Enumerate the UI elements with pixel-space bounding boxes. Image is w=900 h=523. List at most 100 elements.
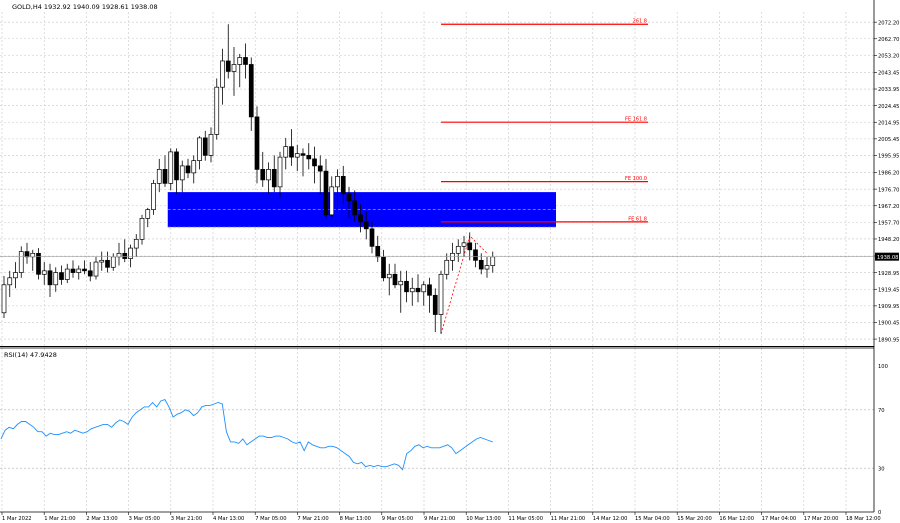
candle: [133, 234, 139, 257]
candle: [53, 267, 59, 292]
time-tick-label: 1 Mar 21:00: [44, 516, 75, 522]
candle-body: [306, 155, 312, 160]
candle: [444, 253, 450, 280]
candle-body: [76, 268, 82, 273]
candle: [277, 151, 283, 198]
candle-body: [197, 137, 202, 161]
candle: [340, 165, 346, 205]
candle-body: [381, 256, 386, 279]
time-tick-label: 1 Mar 2022: [2, 516, 32, 522]
candle: [421, 281, 427, 306]
price-tick-label: 2005.45: [878, 137, 899, 143]
candle-body: [47, 270, 53, 286]
candle-body: [473, 249, 478, 261]
candle-body: [467, 242, 473, 251]
price-tick-label: 2033.95: [878, 87, 899, 93]
candle-body: [248, 64, 254, 118]
price-tick-label: 2053.20: [878, 54, 899, 60]
rsi-line: [0, 399, 493, 471]
candle-body: [260, 169, 266, 181]
time-tick-label: 3 Mar 21:00: [171, 516, 202, 522]
candle-body: [162, 169, 168, 184]
price-tick-label: 1900.45: [878, 321, 899, 327]
time-tick-label: 9 Mar 05:00: [382, 516, 413, 522]
candle: [254, 106, 260, 184]
current-price-tag: [875, 252, 899, 261]
candle-body: [208, 134, 214, 156]
candle-body: [352, 200, 358, 216]
candle: [139, 214, 145, 245]
candle-body: [133, 238, 139, 249]
candle-body: [409, 287, 415, 293]
chart-title: GOLD,H4 1932.92 1940.09 1928.61 1938.08: [12, 3, 158, 11]
candle-body: [116, 252, 122, 258]
time-tick-label: 2 Mar 13:00: [86, 516, 117, 522]
price-tick-label: 1948.20: [878, 237, 899, 243]
candle: [185, 158, 191, 179]
candle: [317, 155, 323, 194]
candle-body: [340, 176, 346, 195]
candle-body: [59, 272, 64, 280]
current-price-label: 1938.08: [877, 255, 898, 261]
candle: [145, 207, 151, 228]
candle-body: [82, 268, 87, 272]
candle: [427, 277, 432, 313]
candle-body: [24, 251, 30, 258]
candle-body: [243, 57, 248, 65]
rsi-panel: 100 70 30 0: [0, 364, 888, 516]
time-tick-label: 15 Mar 04:00: [635, 516, 670, 522]
time-tick-label: 7 Mar 05:00: [255, 516, 286, 522]
candle-body: [386, 273, 392, 279]
price-tick-label: 2014.95: [878, 120, 899, 126]
candle-body: [214, 86, 220, 135]
candle-body: [323, 170, 329, 216]
candle-body: [478, 259, 484, 270]
candle-body: [18, 251, 24, 273]
price-tick-label: 2072.20: [878, 20, 899, 26]
candle-body: [421, 284, 427, 293]
candle-body: [139, 217, 145, 240]
candle-body: [202, 137, 208, 156]
candle-body: [392, 273, 398, 286]
candle: [174, 148, 179, 194]
candle: [36, 248, 41, 280]
candle-body: [271, 169, 277, 188]
candle-body: [87, 270, 93, 277]
candle: [352, 190, 358, 222]
time-tick-label: 9 Mar 21:00: [424, 516, 455, 522]
candle-body: [300, 153, 306, 156]
candle-body: [7, 277, 13, 286]
candle: [283, 137, 289, 170]
candle-body: [283, 146, 289, 158]
candle: [461, 235, 467, 257]
candle-body: [444, 259, 450, 275]
candle: [70, 260, 76, 278]
rsi-tick-label: 30: [878, 466, 885, 472]
candle: [99, 251, 105, 271]
candle: [335, 169, 340, 210]
candle: [231, 46, 237, 96]
candle-body: [231, 64, 237, 72]
candle: [289, 129, 294, 166]
candle: [415, 274, 421, 303]
candle-body: [427, 284, 432, 296]
candle: [404, 270, 409, 303]
candle: [13, 262, 18, 289]
candle: [82, 260, 87, 275]
candle: [105, 251, 110, 273]
candle: [93, 256, 99, 280]
price-tick-label: 2043.45: [878, 71, 899, 77]
candle-body: [346, 193, 352, 202]
candle: [271, 155, 277, 193]
rsi-tick-label: 100: [878, 364, 888, 370]
candle: [248, 57, 254, 131]
price-tick-label: 1928.95: [878, 271, 899, 277]
fib-level-label: FE 161.8: [625, 117, 647, 123]
fib-level-label: FE 61.8: [628, 216, 647, 222]
candle-body: [490, 256, 496, 266]
candle-body: [145, 209, 151, 219]
candle: [438, 270, 444, 334]
candle-body: [41, 270, 47, 275]
rsi-tick-label: 70: [878, 408, 885, 414]
